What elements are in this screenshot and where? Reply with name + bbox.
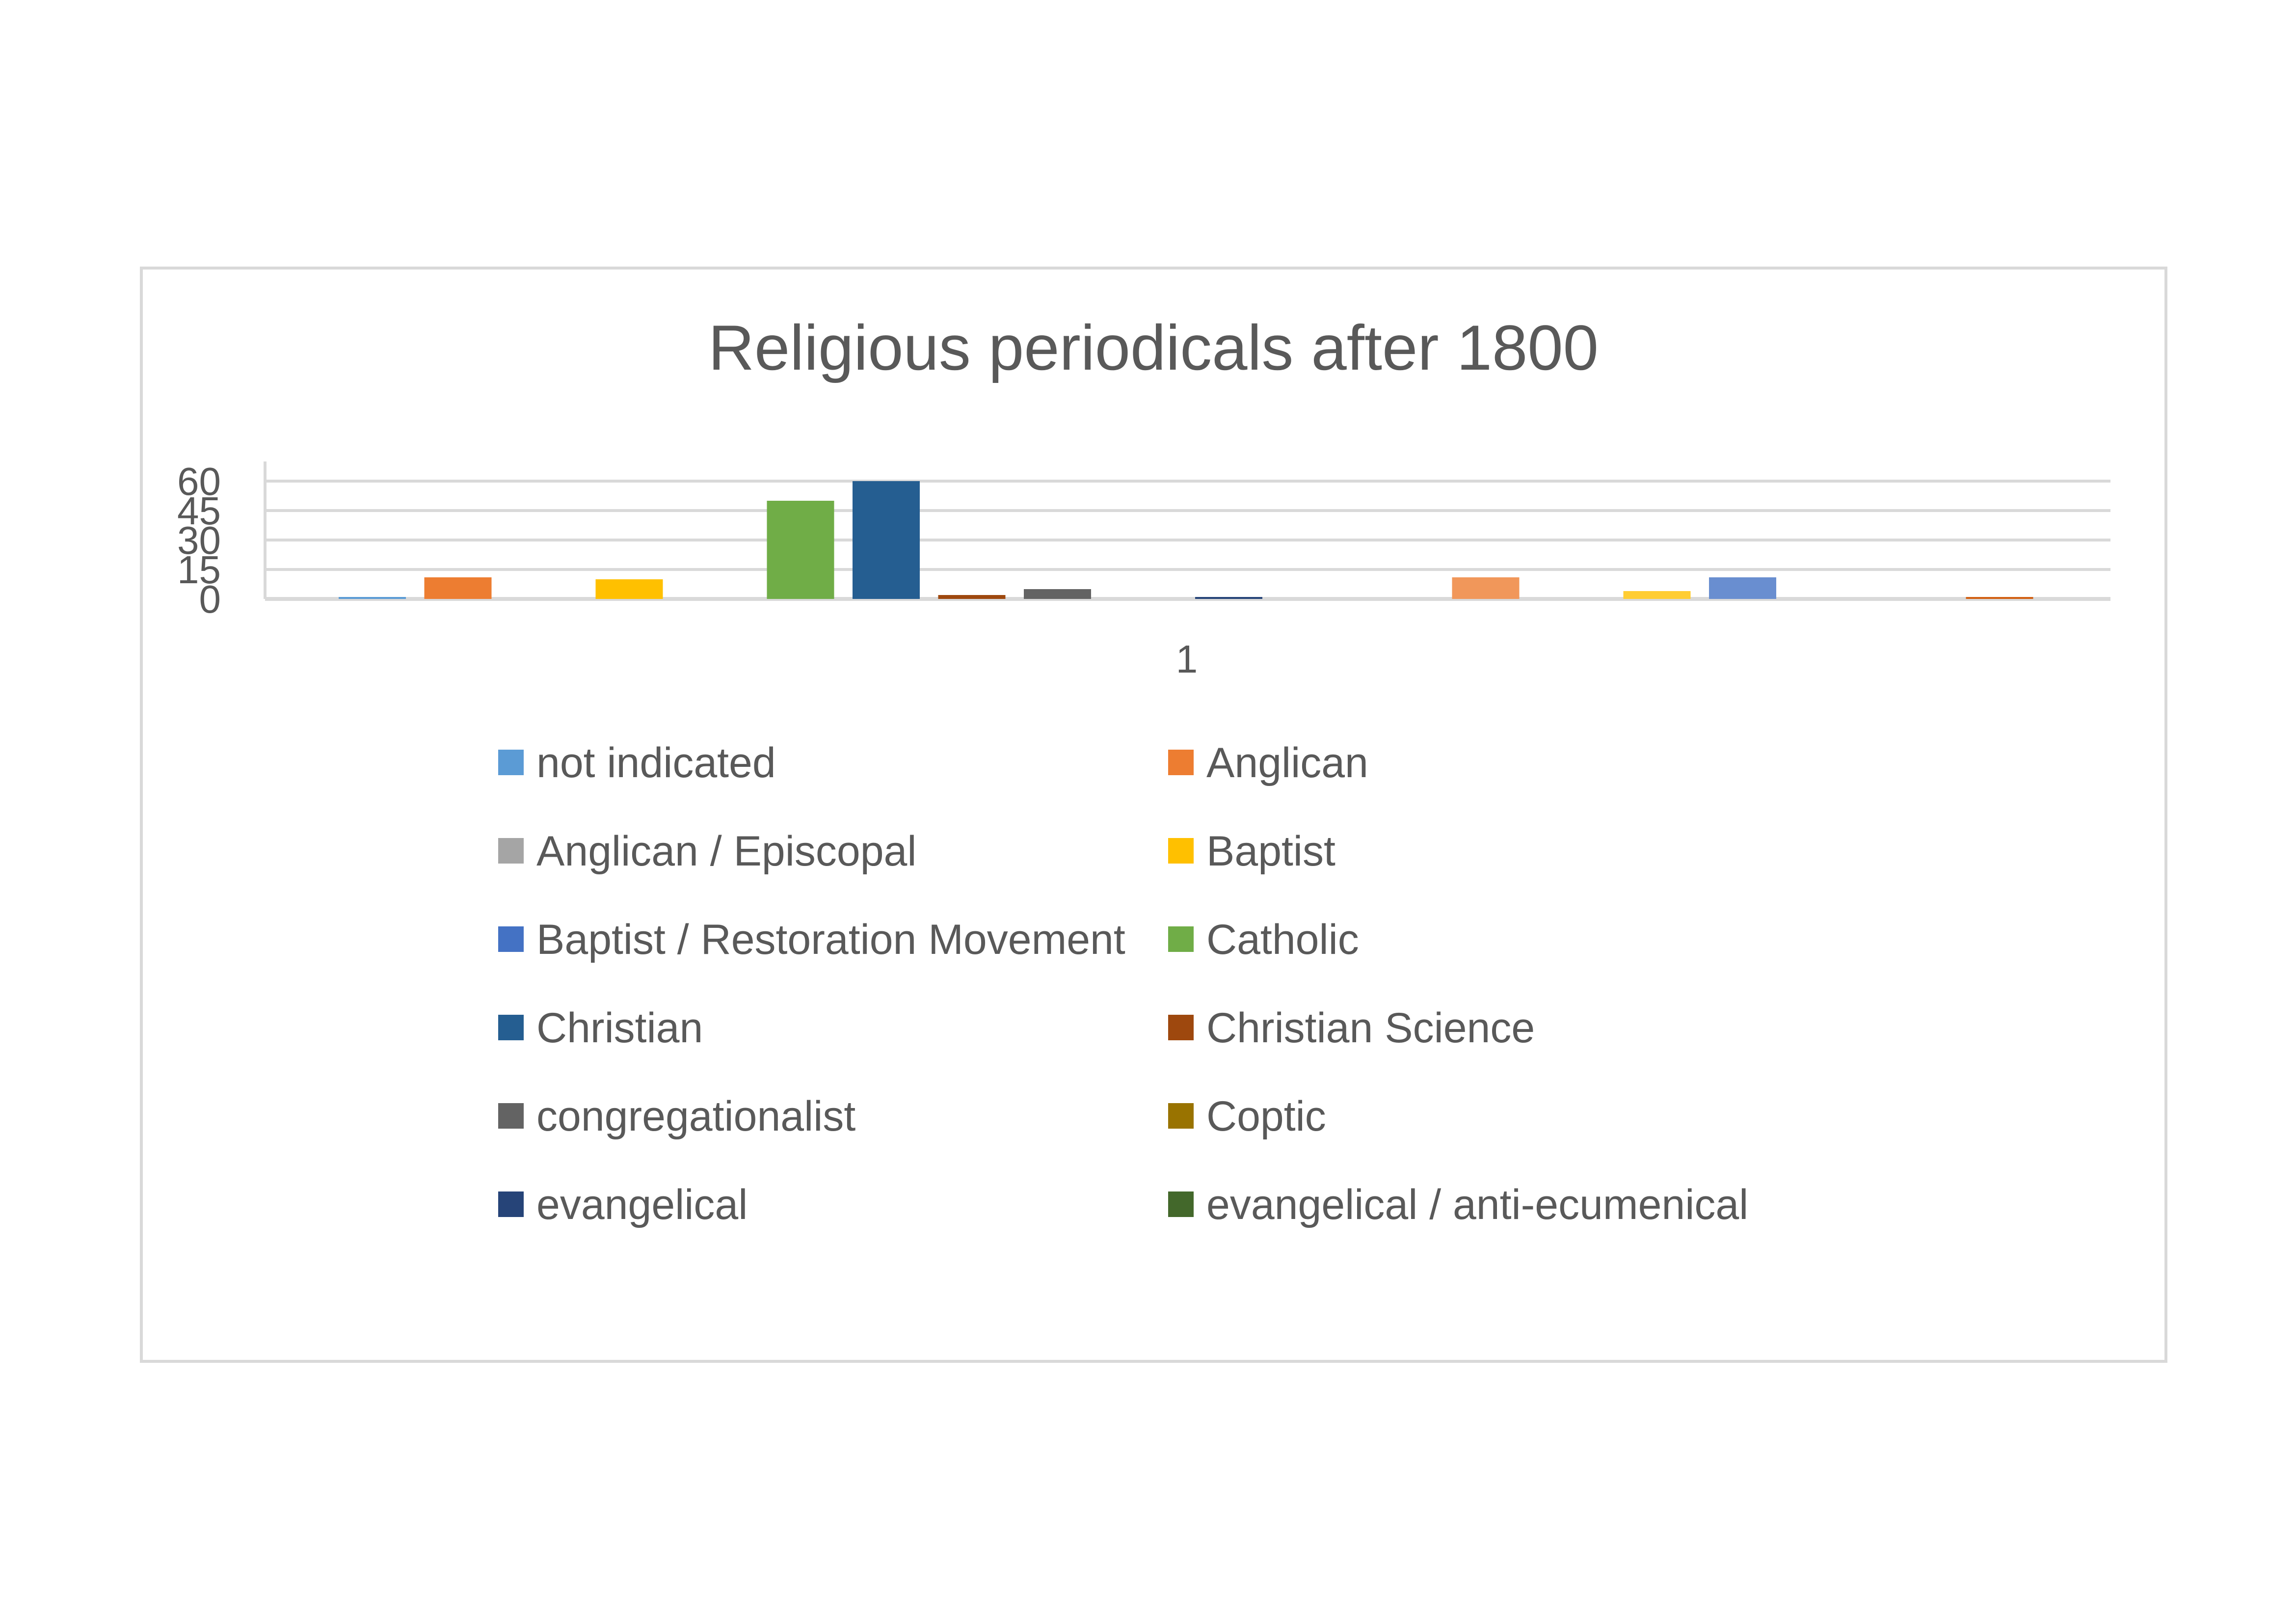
bar-christian: [853, 481, 920, 599]
bar-series-14: [1452, 577, 1520, 599]
legend-swatch: [1168, 1015, 1194, 1040]
legend-label: not indicated: [536, 739, 776, 786]
bar-not-indicated: [339, 597, 406, 599]
legend-swatch: [498, 750, 524, 775]
legend-label: Christian: [536, 1004, 703, 1052]
legend-swatch: [498, 838, 524, 864]
legend-item: Christian: [498, 1004, 703, 1052]
y-tick-label: 15: [177, 548, 221, 592]
legend-swatch: [1168, 1103, 1194, 1129]
legend-item: Baptist: [1168, 828, 1335, 875]
bar-series-20: [1966, 597, 2033, 599]
legend-item: Anglican: [1168, 739, 1368, 786]
bar-congregationalist: [1024, 589, 1091, 599]
legend-label: Anglican / Episcopal: [536, 828, 916, 875]
legend-swatch: [1168, 926, 1194, 952]
y-tick-label: 60: [177, 460, 221, 503]
y-tick-label: 45: [177, 489, 221, 533]
bar-baptist: [595, 579, 663, 599]
chart-title: Religious periodicals after 1800: [708, 312, 1599, 383]
legend-item: Coptic: [1168, 1093, 1326, 1140]
bar-christian-science: [938, 595, 1006, 599]
legend-item: Catholic: [1168, 916, 1359, 963]
bar-evangelical: [1195, 597, 1262, 599]
legend-swatch: [1168, 750, 1194, 775]
x-category-label: 1: [1176, 637, 1198, 681]
legend-swatch: [498, 1191, 524, 1217]
legend-label: Catholic: [1206, 916, 1359, 963]
legend-swatch: [498, 1015, 524, 1040]
legend-item: not indicated: [498, 739, 776, 786]
y-tick-label: 30: [177, 518, 221, 562]
legend: not indicated Anglican Anglican / Episcopa…: [498, 739, 1748, 1228]
legend-swatch: [498, 1103, 524, 1129]
legend-item: evangelical: [498, 1181, 748, 1228]
legend-label: Coptic: [1206, 1093, 1326, 1140]
legend-label: Christian Science: [1206, 1004, 1535, 1052]
y-tick-label: 0: [199, 577, 221, 621]
legend-label: Baptist / Restoration Movement: [536, 916, 1125, 963]
bar-series-17: [1709, 577, 1776, 599]
bar-catholic: [767, 501, 834, 599]
legend-label: evangelical / anti-ecumenical: [1206, 1181, 1748, 1228]
legend-label: evangelical: [536, 1181, 748, 1228]
legend-label: Baptist: [1206, 828, 1335, 875]
legend-label: congregationalist: [536, 1093, 855, 1140]
bars: [339, 481, 2033, 599]
legend-label: Anglican: [1206, 739, 1368, 786]
legend-swatch: [1168, 838, 1194, 864]
chart-frame: [140, 267, 2167, 1363]
bar-anglican: [424, 577, 492, 599]
bar-series-16: [1623, 591, 1691, 599]
legend-swatch: [1168, 1191, 1194, 1217]
legend-item: evangelical / anti-ecumenical: [1168, 1181, 1748, 1228]
legend-item: Christian Science: [1168, 1004, 1535, 1052]
legend-item: congregationalist: [498, 1093, 855, 1140]
legend-item: Anglican / Episcopal: [498, 828, 916, 875]
legend-swatch: [498, 926, 524, 952]
legend-item: Baptist / Restoration Movement: [498, 916, 1125, 963]
x-axis: 1: [1176, 637, 1198, 681]
gridlines: [265, 480, 2110, 601]
